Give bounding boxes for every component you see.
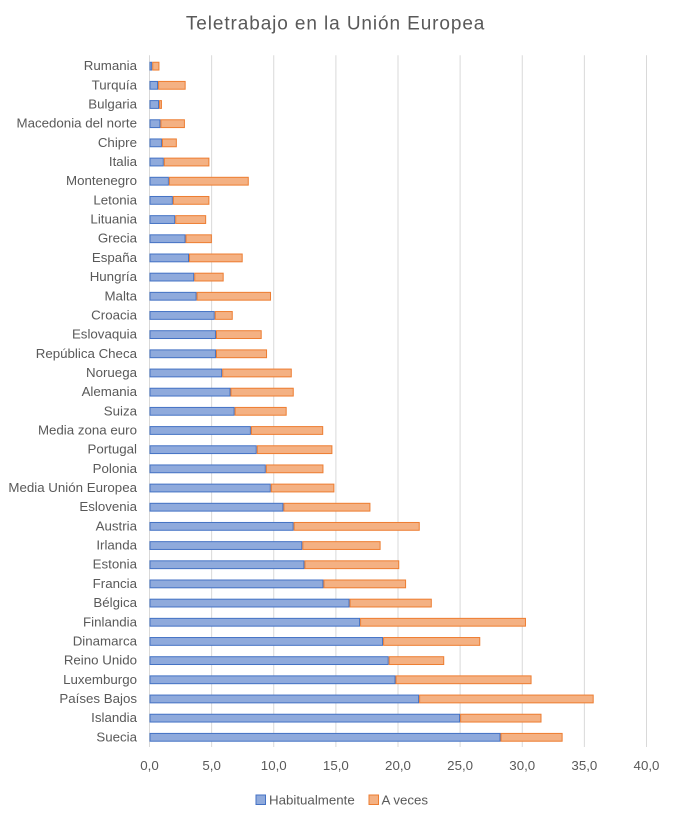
svg-text:Alemania: Alemania [82,384,138,399]
svg-text:República Checa: República Checa [36,346,138,361]
svg-text:Macedonia del norte: Macedonia del norte [17,116,138,131]
svg-text:Noruega: Noruega [86,365,138,380]
svg-text:Montenegro: Montenegro [66,173,137,188]
svg-text:Polonia: Polonia [93,461,138,476]
svg-text:Malta: Malta [104,288,137,303]
svg-text:Islandia: Islandia [91,710,137,725]
svg-text:Hungría: Hungría [90,269,138,284]
svg-text:Rumania: Rumania [84,58,138,73]
svg-text:A veces: A veces [382,793,429,808]
svg-text:Letonia: Letonia [93,192,137,207]
svg-text:España: España [92,250,138,265]
svg-text:Italia: Italia [109,154,138,169]
svg-text:Finlandia: Finlandia [83,614,138,629]
svg-text:Habitualmente: Habitualmente [269,793,355,808]
svg-text:5,0: 5,0 [202,758,221,773]
svg-text:Luxemburgo: Luxemburgo [63,672,137,687]
svg-text:Media Unión Europea: Media Unión Europea [8,480,137,495]
svg-text:Grecia: Grecia [98,231,138,246]
svg-text:Portugal: Portugal [87,442,137,457]
svg-text:25,0: 25,0 [447,758,473,773]
svg-text:Chipre: Chipre [98,135,137,150]
svg-text:Eslovenia: Eslovenia [79,499,137,514]
svg-text:Bulgaria: Bulgaria [88,97,137,112]
svg-text:Turquía: Turquía [92,77,138,92]
svg-text:Francia: Francia [93,576,138,591]
svg-text:Bélgica: Bélgica [93,595,137,610]
svg-text:Dinamarca: Dinamarca [73,633,138,648]
svg-text:Austria: Austria [96,518,138,533]
svg-text:Suiza: Suiza [104,403,138,418]
svg-text:Estonia: Estonia [93,557,138,572]
svg-text:Países Bajos: Países Bajos [59,691,137,706]
svg-text:0,0: 0,0 [140,758,159,773]
svg-text:Teletrabajo en la Unión Europe: Teletrabajo en la Unión Europea [186,14,485,35]
svg-text:20,0: 20,0 [385,758,411,773]
svg-text:Media zona euro: Media zona euro [38,422,137,437]
svg-text:40,0: 40,0 [634,758,660,773]
svg-text:35,0: 35,0 [571,758,597,773]
svg-text:Reino Unido: Reino Unido [64,653,137,668]
svg-text:Suecia: Suecia [96,729,137,744]
svg-text:Lituania: Lituania [90,212,137,227]
svg-text:Croacia: Croacia [91,307,137,322]
svg-text:Eslovaquia: Eslovaquia [72,327,138,342]
svg-text:15,0: 15,0 [323,758,349,773]
svg-text:10,0: 10,0 [261,758,287,773]
svg-text:Irlanda: Irlanda [96,538,137,553]
svg-text:30,0: 30,0 [509,758,535,773]
